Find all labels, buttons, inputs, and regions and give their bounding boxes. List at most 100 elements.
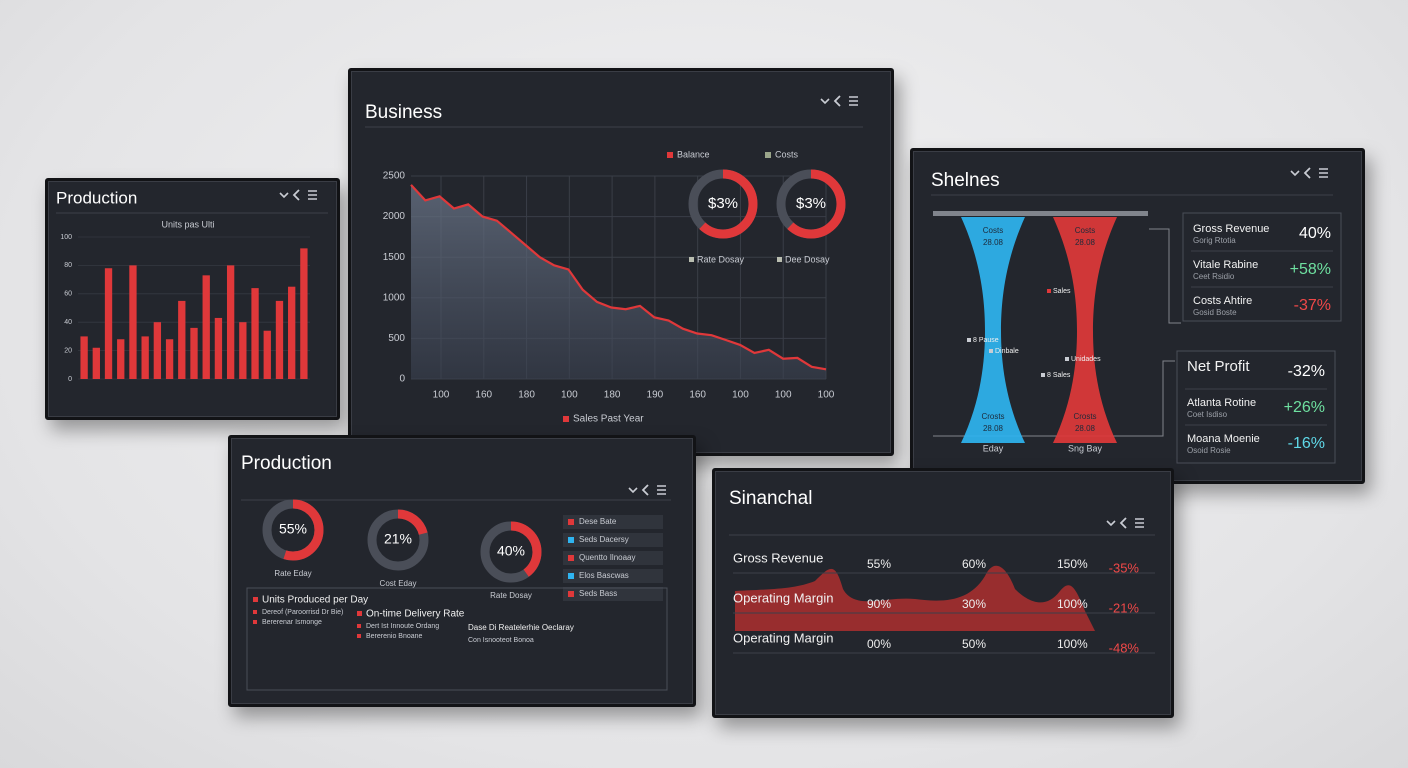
panel-title: Production bbox=[241, 453, 332, 474]
metric-value: -32% bbox=[1288, 363, 1325, 380]
donut-label: $3% bbox=[708, 195, 738, 212]
summary-line: Dereof (Paroorrisd Dr Bie) bbox=[262, 609, 343, 616]
cell: 100% bbox=[1057, 637, 1088, 651]
panel-canvas: Shelnes Costs 28.08 Crosts 28.08 Eday Costs 28.… bbox=[931, 167, 1342, 464]
y-tick-label: 2000 bbox=[383, 211, 406, 222]
cell: 100% bbox=[1057, 597, 1088, 611]
x-tick-label: 100 bbox=[561, 390, 578, 401]
x-tick-label: 100 bbox=[732, 390, 749, 401]
note-dot bbox=[989, 349, 993, 353]
bar bbox=[104, 268, 113, 379]
line bbox=[410, 184, 827, 371]
change: -21% bbox=[1109, 600, 1140, 615]
back-icon[interactable] bbox=[1119, 517, 1127, 529]
legend-swatch bbox=[777, 257, 782, 262]
shelnes-panel: Shelnes Costs 28.08 Crosts 28.08 Eday Costs 28.… bbox=[910, 148, 1365, 484]
donut-caption: Rate Eday bbox=[274, 569, 311, 578]
cell: 150% bbox=[1057, 557, 1088, 571]
top-bar bbox=[933, 211, 1148, 216]
legend-swatch bbox=[357, 624, 361, 628]
back-icon[interactable] bbox=[1303, 167, 1311, 179]
row-name: Operating Margin bbox=[733, 630, 833, 645]
funnel-label: Costs bbox=[983, 226, 1003, 235]
dropdown-icon[interactable] bbox=[1106, 520, 1116, 527]
bar bbox=[178, 300, 186, 379]
note-dot bbox=[1047, 289, 1051, 293]
metric-name: Gross Revenue bbox=[1193, 223, 1269, 235]
summary-line: Con Isnooteot Bonoa bbox=[468, 637, 534, 644]
funnel-note: Unidades bbox=[1071, 356, 1101, 363]
connector bbox=[1149, 228, 1181, 324]
funnel-label: 28.08 bbox=[1075, 424, 1096, 433]
legend-swatch bbox=[357, 634, 361, 638]
menu-icon[interactable] bbox=[1319, 168, 1328, 178]
legend-label: Elos Bascwas bbox=[579, 571, 629, 580]
bar bbox=[141, 336, 149, 379]
dropdown-icon[interactable] bbox=[820, 98, 830, 105]
summary-box bbox=[246, 587, 668, 691]
funnel-label: 28.08 bbox=[1075, 238, 1096, 247]
metric-sub: Coet Isdiso bbox=[1187, 410, 1228, 419]
metric-sub: Ceet Rsidio bbox=[1193, 272, 1235, 281]
metric-name: Atlanta Rotine bbox=[1187, 397, 1256, 409]
y-tick-label: 0 bbox=[68, 376, 72, 383]
summary-heading: Units Produced per Day bbox=[262, 595, 368, 606]
bar bbox=[288, 286, 296, 379]
legend-swatch bbox=[568, 573, 574, 579]
y-tick-label: 500 bbox=[388, 333, 405, 344]
dropdown-icon[interactable] bbox=[279, 192, 289, 199]
cell: 00% bbox=[867, 637, 891, 651]
summary-line: Bererenio Bnoane bbox=[366, 633, 423, 640]
y-tick-label: 20 bbox=[64, 347, 72, 354]
legend-row bbox=[563, 569, 663, 583]
metric-value: -16% bbox=[1288, 435, 1325, 452]
legend-swatch bbox=[765, 152, 771, 158]
menu-icon[interactable] bbox=[657, 485, 666, 495]
donut-arc bbox=[262, 499, 324, 561]
dropdown-icon[interactable] bbox=[628, 487, 638, 494]
legend-swatch bbox=[667, 152, 673, 158]
dropdown-icon[interactable] bbox=[1290, 170, 1300, 177]
back-icon[interactable] bbox=[292, 189, 300, 201]
back-icon[interactable] bbox=[833, 95, 841, 107]
legend-swatch bbox=[568, 519, 574, 525]
donut-caption: Rate Dosay bbox=[490, 591, 532, 600]
donut-label: $3% bbox=[796, 195, 826, 212]
x-tick-label: 190 bbox=[647, 390, 664, 401]
summary-line: Dert Ist Innoute Ordang bbox=[366, 623, 439, 630]
panel-title: Production bbox=[56, 188, 137, 207]
bar bbox=[129, 265, 137, 379]
funnel-note: 8 Sales bbox=[1047, 372, 1071, 379]
x-tick-label: 180 bbox=[518, 390, 535, 401]
funnel-label: 28.08 bbox=[983, 238, 1004, 247]
wave-area bbox=[735, 565, 1095, 631]
panel-canvas: Business 0 500 1000 1500 2000 2500 100 160 180 100… bbox=[365, 95, 863, 425]
menu-icon[interactable] bbox=[1135, 518, 1144, 528]
x-tick-label: 100 bbox=[433, 390, 450, 401]
panel-canvas: Production Units pas Ulti 0 20 40 60 80 100 bbox=[56, 188, 328, 383]
back-icon[interactable] bbox=[641, 484, 649, 496]
donut-caption: Rate Dosay bbox=[697, 254, 745, 264]
y-tick-label: 80 bbox=[64, 262, 72, 269]
donut-legend: Costs bbox=[775, 149, 799, 159]
menu-icon[interactable] bbox=[849, 96, 858, 106]
legend-row bbox=[563, 587, 663, 601]
row-name: Operating Margin bbox=[733, 590, 833, 605]
panel-title: Sinanchal bbox=[729, 488, 812, 509]
connector bbox=[1145, 360, 1175, 437]
cell: 30% bbox=[962, 597, 986, 611]
legend-swatch bbox=[253, 620, 257, 624]
menu-icon[interactable] bbox=[308, 190, 317, 200]
bar bbox=[153, 322, 162, 379]
funnel-label: Costs bbox=[1075, 226, 1095, 235]
bar bbox=[251, 288, 259, 379]
funnel-label: Crosts bbox=[1073, 412, 1096, 421]
hourglass bbox=[961, 217, 1025, 443]
note-dot bbox=[1065, 357, 1069, 361]
donut-arc bbox=[480, 521, 542, 583]
row-name: Gross Revenue bbox=[733, 550, 823, 565]
metric-value: +26% bbox=[1284, 399, 1325, 416]
metric-sub: Gosid Boste bbox=[1193, 308, 1237, 317]
legend-row bbox=[563, 533, 663, 547]
